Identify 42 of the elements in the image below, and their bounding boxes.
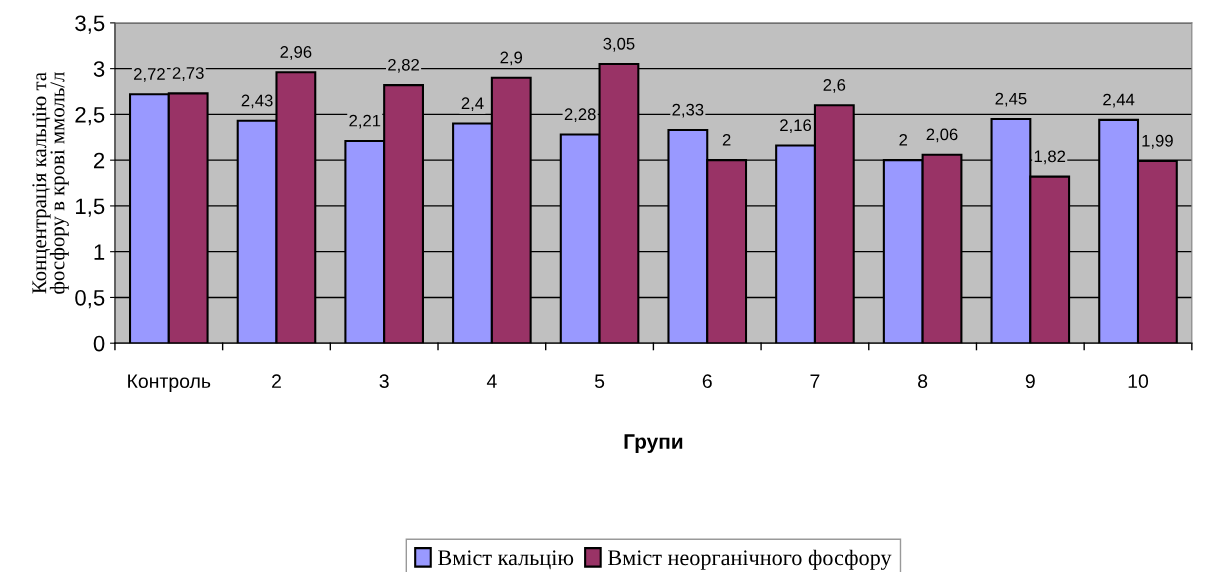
legend-label: Вміст неорганічного фосфору <box>607 549 892 570</box>
x-tick-label: 10 <box>1128 374 1149 389</box>
data-label: 2,44 <box>1103 93 1135 108</box>
data-label: 2,9 <box>500 51 523 66</box>
data-label: 2 <box>722 133 731 146</box>
data-label: 1,82 <box>1034 150 1066 165</box>
y-tick-label: 1 <box>94 244 105 260</box>
data-label: 2,33 <box>672 103 704 118</box>
y-tick-label: 0 <box>93 335 105 352</box>
x-tick-label: 7 <box>810 374 820 388</box>
x-tick-label: Контроль <box>128 374 211 392</box>
x-tick-label: 3 <box>379 374 389 389</box>
x-tick-label: 6 <box>702 374 712 389</box>
data-label: 1,99 <box>1142 134 1173 149</box>
y-tick-label: 3,5 <box>75 15 105 34</box>
x-tick-label: 5 <box>594 374 605 389</box>
y-axis-title: Концентрація кальцію та фосфору в крові ммоль/л <box>32 72 69 294</box>
data-label: 2,43 <box>241 94 273 109</box>
legend-label: Вміст кальцію <box>438 550 574 570</box>
y-tick-label: 0,5 <box>75 289 105 309</box>
x-tick-label: 2 <box>272 374 281 388</box>
y-tick-label: 2,5 <box>75 106 105 126</box>
y-tick-label: 2 <box>93 152 105 169</box>
data-label: 2,45 <box>995 92 1027 107</box>
data-label: 2,6 <box>823 79 846 93</box>
y-tick-label: 3 <box>93 61 105 77</box>
data-label: 2,82 <box>388 58 419 73</box>
x-axis-title: Групи <box>624 434 683 453</box>
data-label: 2,4 <box>461 97 484 112</box>
data-label: 2,73 <box>172 67 204 81</box>
data-label: 2,21 <box>349 114 381 129</box>
x-tick-label: 9 <box>1025 374 1035 389</box>
data-label: 2,06 <box>926 128 958 143</box>
x-tick-label: 4 <box>486 374 497 388</box>
data-label: 2,28 <box>564 108 596 123</box>
data-label: 2 <box>899 133 908 146</box>
data-label: 2,16 <box>780 119 812 134</box>
data-label: 3,05 <box>603 37 635 52</box>
y-tick-label: 1,5 <box>76 198 105 217</box>
data-label: 2,72 <box>134 68 165 82</box>
x-tick-label: 8 <box>918 374 928 389</box>
data-label: 2,96 <box>280 46 312 60</box>
